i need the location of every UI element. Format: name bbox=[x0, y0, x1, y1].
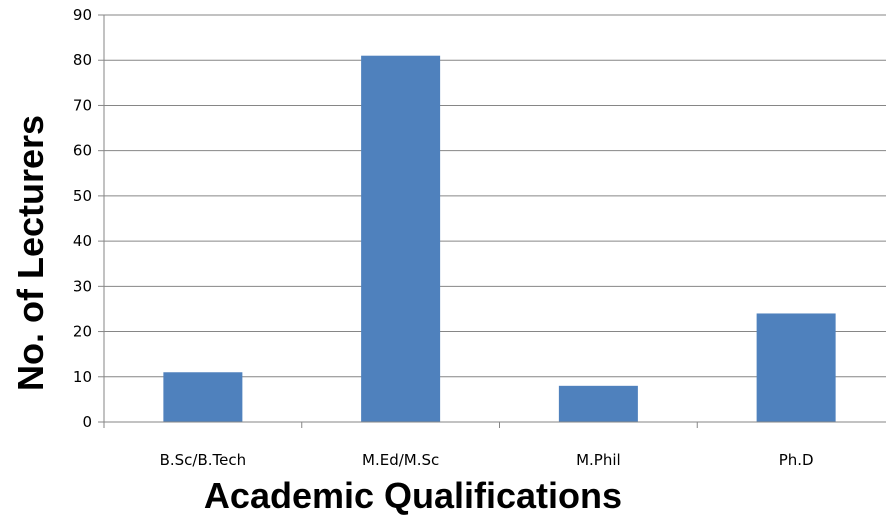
y-tick-label: 50 bbox=[73, 187, 92, 205]
x-category-label: M.Phil bbox=[576, 451, 621, 469]
x-category-label: B.Sc/B.Tech bbox=[160, 451, 247, 469]
y-tick-label: 70 bbox=[73, 96, 92, 114]
bar bbox=[163, 372, 243, 422]
y-tick-label: 0 bbox=[82, 413, 92, 431]
x-axis-title: Academic Qualifications bbox=[204, 475, 622, 516]
y-tick-label: 90 bbox=[73, 6, 92, 24]
x-category-labels: B.Sc/B.Tech M.Ed/M.Sc M.Phil Ph.D bbox=[160, 451, 814, 469]
axes bbox=[103, 15, 886, 423]
bar bbox=[558, 385, 638, 422]
y-tick-label: 60 bbox=[73, 142, 92, 160]
gridlines bbox=[98, 14, 886, 428]
y-axis-title: No. of Lecturers bbox=[10, 115, 51, 391]
x-category-label: Ph.D bbox=[779, 451, 814, 469]
y-tick-label: 10 bbox=[73, 368, 92, 386]
y-tick-labels: 0 10 20 30 40 50 60 70 80 90 bbox=[73, 6, 92, 431]
bar bbox=[756, 313, 836, 422]
bars bbox=[163, 55, 836, 422]
x-category-label: M.Ed/M.Sc bbox=[362, 451, 439, 469]
bar bbox=[361, 55, 441, 422]
y-tick-label: 80 bbox=[73, 51, 92, 69]
y-tick-label: 30 bbox=[73, 277, 92, 295]
y-tick-label: 40 bbox=[73, 232, 92, 250]
y-tick-label: 20 bbox=[73, 323, 92, 341]
